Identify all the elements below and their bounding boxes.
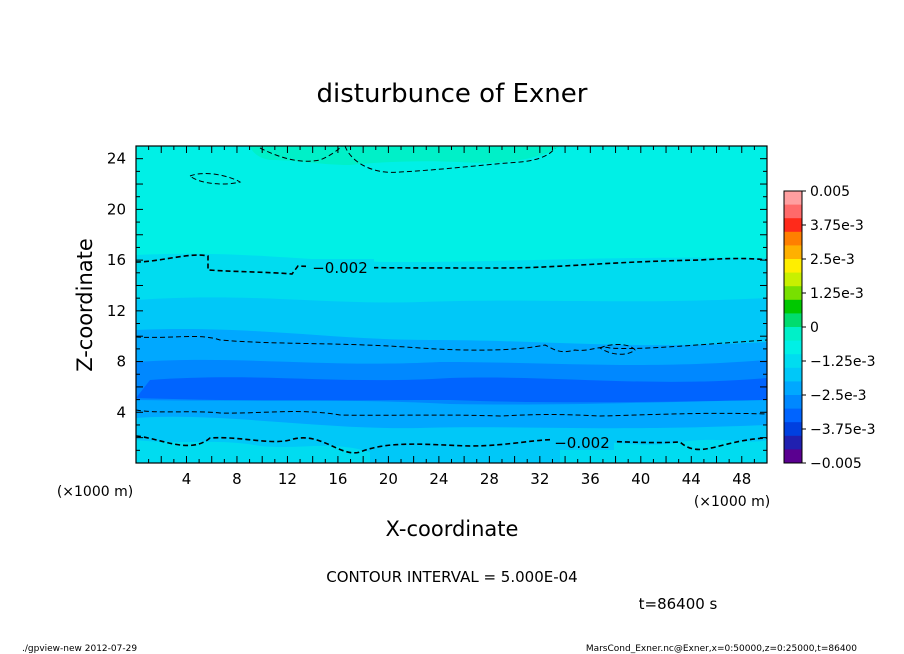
- x-unit-left: (×1000 m): [57, 484, 133, 500]
- colorbar-label: 0: [810, 320, 819, 336]
- colorbar-label: 2.5e-3: [810, 252, 855, 268]
- contour-line-upper: [136, 254, 767, 275]
- x-tick-label: 36: [581, 470, 600, 488]
- time-text: t=86400 s: [639, 595, 718, 613]
- colorbar-swatch: [784, 286, 802, 301]
- contour-label-lower: −0.002: [554, 434, 610, 452]
- y-tick-label: 4: [116, 403, 126, 421]
- colorbar-label: 0.005: [810, 184, 850, 200]
- x-axis-label: X-coordinate: [386, 517, 519, 541]
- y-tick-label: 8: [116, 353, 126, 371]
- contour-line-bottom: [136, 435, 767, 454]
- contour-line-top-right: [344, 146, 556, 173]
- x-axis: 4 8 12 16 20 24 28 32 36 40 44 48: [148, 146, 755, 488]
- colorbar-swatch: [784, 231, 802, 246]
- colorbar-swatch: [784, 367, 802, 382]
- colorbar-swatch: [784, 422, 802, 437]
- band-top-green: [250, 146, 560, 165]
- x-tick-label: 12: [278, 470, 297, 488]
- colorbar-swatch: [784, 218, 802, 233]
- colorbar-swatch: [784, 272, 802, 287]
- colorbar-swatch: [784, 340, 802, 355]
- x-tick-label: 4: [182, 470, 192, 488]
- colorbar-swatch: [784, 245, 802, 260]
- colorbar-label: −3.75e-3: [810, 422, 875, 438]
- contour-line-middle: [136, 335, 767, 353]
- colorbar-label: −1.25e-3: [810, 354, 875, 370]
- x-tick-label: 32: [530, 470, 549, 488]
- colorbar-label: −0.005: [810, 456, 862, 472]
- y-axis-label: Z-coordinate: [73, 238, 97, 372]
- footer-right: MarsCond_Exner.nc@Exner,x=0:50000,z=0:25…: [586, 644, 857, 654]
- colorbar-swatch: [784, 259, 802, 274]
- colorbar-label: −2.5e-3: [810, 388, 867, 404]
- colorbar: [784, 191, 802, 464]
- colorbar-swatch: [784, 435, 802, 450]
- contour-label-upper: −0.002: [312, 259, 368, 277]
- colorbar-swatch: [784, 299, 802, 314]
- colorbar-swatch: [784, 408, 802, 423]
- colorbar-swatch: [784, 191, 802, 206]
- colorbar-label: 1.25e-3: [810, 286, 864, 302]
- colorbar-labels: 0.005 3.75e-3 2.5e-3 1.25e-3 0 −1.25e-3 −2.5e-…: [802, 184, 875, 472]
- y-tick-label: 20: [107, 200, 126, 218]
- chart-title: disturbunce of Exner: [317, 79, 588, 109]
- x-tick-label: 28: [480, 470, 499, 488]
- contour-line-loop-right: [599, 344, 636, 355]
- colorbar-label: 3.75e-3: [810, 218, 864, 234]
- contour-lines: [136, 146, 767, 454]
- contour-line-small-loop: [189, 173, 242, 185]
- colorbar-swatch: [784, 327, 802, 342]
- y-tick-label: 24: [107, 150, 126, 168]
- colorbar-swatch: [784, 381, 802, 396]
- contour-label-bg-lower: [550, 434, 614, 450]
- colorbar-swatch: [784, 313, 802, 328]
- x-tick-label: 8: [232, 470, 242, 488]
- y-tick-label: 12: [107, 302, 126, 320]
- contour-interval-text: CONTOUR INTERVAL = 5.000E-04: [326, 568, 577, 586]
- contour-label-bg-upper: [306, 259, 374, 275]
- colorbar-swatch: [784, 354, 802, 369]
- colorbar-swatch: [784, 204, 802, 219]
- contour-line-lower: [136, 409, 767, 417]
- y-tick-label: 16: [107, 251, 126, 269]
- y-axis: 4 8 12 16 20 24: [107, 150, 767, 451]
- x-tick-label: 20: [379, 470, 398, 488]
- x-tick-label: 48: [732, 470, 751, 488]
- x-tick-label: 40: [631, 470, 650, 488]
- band-deep-blue: [136, 377, 767, 403]
- x-tick-label: 16: [328, 470, 347, 488]
- colorbar-swatch: [784, 395, 802, 410]
- x-tick-label: 44: [682, 470, 701, 488]
- x-unit-right: (×1000 m): [694, 494, 770, 510]
- x-tick-label: 24: [429, 470, 448, 488]
- colorbar-swatch: [784, 449, 802, 464]
- footer-left: ./gpview-new 2012-07-29: [22, 644, 137, 654]
